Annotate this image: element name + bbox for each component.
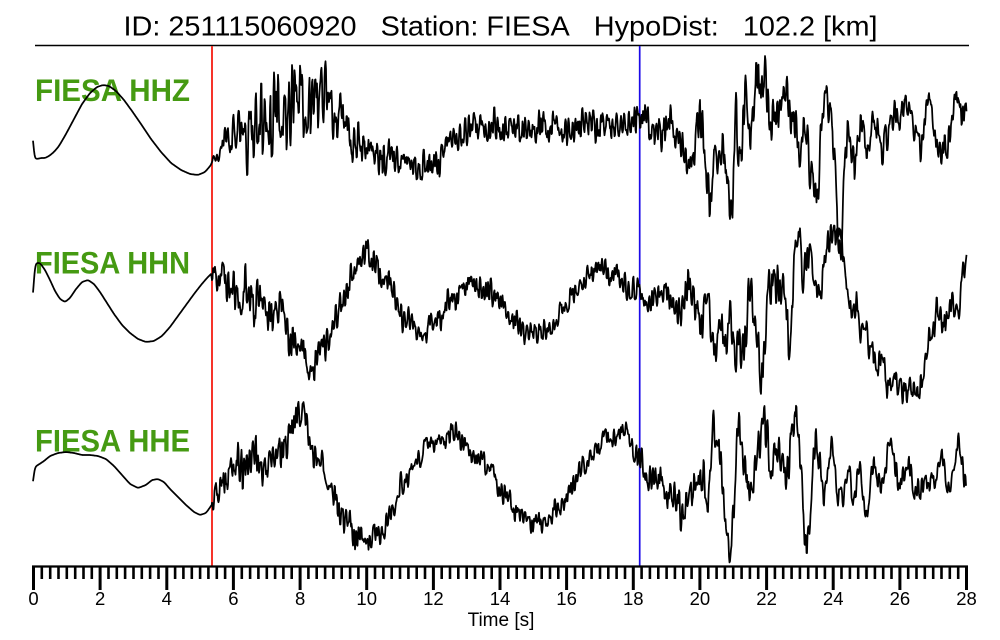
- svg-text:4: 4: [162, 588, 172, 609]
- svg-text:FIESA HHZ: FIESA HHZ: [35, 72, 190, 108]
- svg-text:18: 18: [623, 588, 644, 609]
- svg-text:8: 8: [295, 588, 305, 609]
- svg-text:16: 16: [556, 588, 577, 609]
- svg-text:2: 2: [95, 588, 105, 609]
- svg-text:26: 26: [890, 588, 911, 609]
- svg-text:22: 22: [756, 588, 777, 609]
- svg-text:24: 24: [823, 588, 844, 609]
- svg-text:28: 28: [956, 588, 977, 609]
- svg-text:12: 12: [423, 588, 444, 609]
- svg-text:FIESA HHN: FIESA HHN: [35, 245, 190, 281]
- svg-text:0: 0: [28, 588, 38, 609]
- svg-text:10: 10: [356, 588, 377, 609]
- svg-text:14: 14: [490, 588, 511, 609]
- svg-text:Time [s]: Time [s]: [468, 610, 535, 631]
- svg-text:ID: 251115060920 Station: FI: ID: 251115060920 Station: FIESA HypoDist…: [124, 11, 878, 42]
- svg-text:20: 20: [690, 588, 711, 609]
- svg-text:6: 6: [228, 588, 238, 609]
